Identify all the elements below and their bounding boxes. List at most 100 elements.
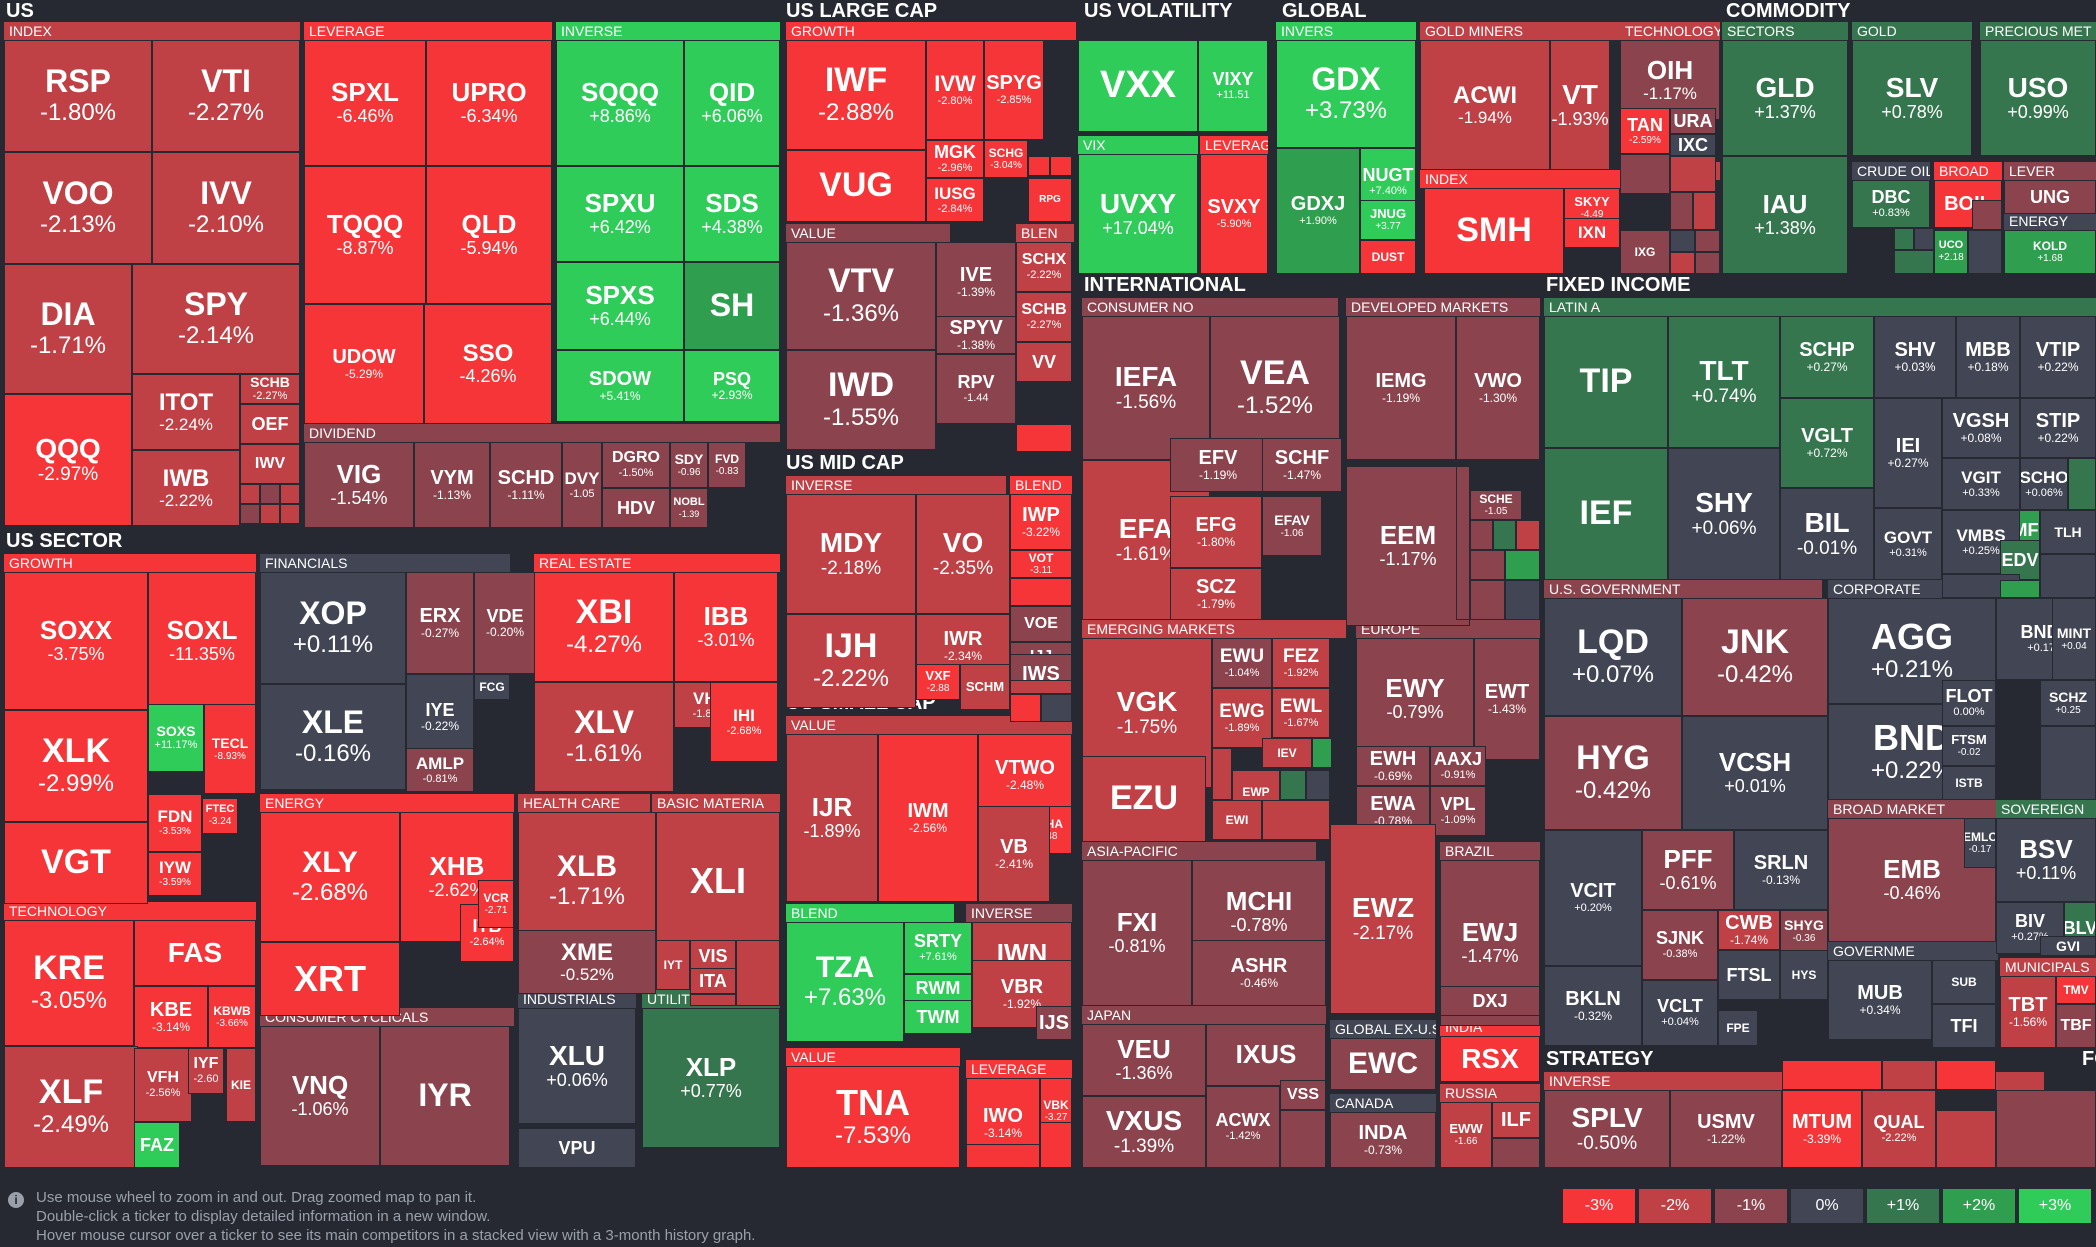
tile-upro[interactable]: UPRO -6.34%: [426, 40, 552, 166]
tile-shv[interactable]: SHV +0.03%: [1874, 316, 1956, 398]
tile-tza[interactable]: TZA +7.63%: [786, 922, 904, 1042]
tile-tecl[interactable]: TECL -8.93%: [204, 704, 256, 794]
tile-ijs[interactable]: IJS: [1036, 1006, 1072, 1040]
tile-iei[interactable]: IEI +0.27%: [1874, 398, 1942, 508]
tile-emlc[interactable]: EMLC -0.17: [1964, 818, 1996, 868]
minor-tile[interactable]: [1670, 252, 1695, 274]
tile-ixg[interactable]: IXG: [1620, 230, 1670, 274]
tile-soxx[interactable]: SOXX -3.75%: [4, 572, 148, 710]
tile-sqqq[interactable]: SQQQ +8.86%: [556, 40, 684, 166]
tile-mub[interactable]: MUB +0.34%: [1828, 960, 1932, 1040]
tile-ftsl[interactable]: FTSL: [1718, 950, 1780, 1000]
tile-spyv[interactable]: SPYV -1.38%: [936, 316, 1016, 354]
tile-agg[interactable]: AGG +0.21%: [1828, 598, 1996, 704]
minor-tile[interactable]: [1505, 580, 1540, 620]
minor-tile[interactable]: [1040, 1122, 1072, 1168]
tile-sdy[interactable]: SDY -0.96: [670, 442, 708, 488]
tile-qual[interactable]: QUAL -2.22%: [1862, 1090, 1936, 1168]
tile-rsp[interactable]: RSP -1.80%: [4, 40, 152, 152]
tile-iwm[interactable]: IWM -2.56%: [878, 734, 978, 902]
minor-tile[interactable]: [2000, 580, 2040, 598]
tile-pff[interactable]: PFF -0.61%: [1642, 830, 1734, 910]
tile-rsx[interactable]: RSX: [1440, 1036, 1540, 1082]
tile-iefa[interactable]: IEFA -1.56%: [1082, 316, 1210, 460]
minor-tile[interactable]: [966, 1144, 1040, 1168]
tile-ijh[interactable]: IJH -2.22%: [786, 614, 916, 708]
tile-ewu[interactable]: EWU -1.04%: [1212, 638, 1272, 688]
tile-schx[interactable]: SCHX -2.22%: [1016, 242, 1072, 292]
tile-iwp[interactable]: IWP -3.22%: [1010, 494, 1072, 550]
tile-schp[interactable]: SCHP +0.27%: [1780, 316, 1874, 398]
minor-tile[interactable]: [1492, 1138, 1540, 1168]
tile-xly[interactable]: XLY -2.68%: [260, 812, 400, 942]
minor-tile[interactable]: [1212, 748, 1232, 800]
tile-vtwo[interactable]: VTWO -2.48%: [978, 734, 1072, 816]
tile-vgit[interactable]: VGIT +0.33%: [1942, 458, 2020, 510]
tile-sjnk[interactable]: SJNK -0.38%: [1642, 910, 1718, 980]
tile-kbe[interactable]: KBE -3.14%: [134, 986, 208, 1048]
minor-tile[interactable]: [1010, 680, 1072, 694]
minor-tile[interactable]: [1670, 230, 1695, 252]
tile-vv[interactable]: VV: [1016, 342, 1072, 382]
minor-tile[interactable]: [1894, 228, 1914, 250]
tile-spy[interactable]: SPY -2.14%: [132, 264, 300, 374]
tile-faz[interactable]: FAZ: [134, 1122, 180, 1168]
tile-itot[interactable]: ITOT -2.24%: [132, 374, 240, 450]
tile-spyg[interactable]: SPYG -2.85%: [984, 40, 1044, 140]
tile-usmv[interactable]: USMV -1.22%: [1670, 1090, 1782, 1168]
minor-tile[interactable]: [1972, 200, 2002, 230]
tile-uvxy[interactable]: UVXY +17.04%: [1078, 154, 1198, 274]
tile-vea[interactable]: VEA -1.52%: [1210, 316, 1340, 460]
tile-iwb[interactable]: IWB -2.22%: [132, 450, 240, 526]
tile-fxi[interactable]: FXI -0.81%: [1082, 860, 1192, 1006]
tile-kold[interactable]: KOLD +1.68: [2004, 230, 2096, 274]
tile-tbt[interactable]: TBT -1.56%: [2000, 976, 2056, 1048]
tile-vo[interactable]: VO -2.35%: [916, 494, 1010, 614]
minor-tile[interactable]: [1470, 520, 1493, 550]
tile-ura[interactable]: URA: [1670, 108, 1716, 134]
tile-mgk[interactable]: MGK -2.96%: [926, 140, 984, 178]
tile-tbf[interactable]: TBF: [2056, 1004, 2096, 1048]
tile-vti[interactable]: VTI -2.27%: [152, 40, 300, 152]
tile-dia[interactable]: DIA -1.71%: [4, 264, 132, 394]
tile-istb[interactable]: ISTB: [1942, 766, 1996, 800]
tile-fdn[interactable]: FDN -3.53%: [148, 794, 202, 852]
minor-tile[interactable]: [1041, 694, 1072, 722]
tile-mdy[interactable]: MDY -2.18%: [786, 494, 916, 614]
tile-inda[interactable]: INDA -0.73%: [1330, 1112, 1436, 1168]
tile-voe[interactable]: VOE: [1010, 606, 1072, 642]
tile-xop[interactable]: XOP +0.11%: [260, 572, 406, 684]
tile-svxy[interactable]: SVXY -5.90%: [1200, 154, 1268, 274]
tile-tna[interactable]: TNA -7.53%: [786, 1066, 960, 1168]
tile-qld[interactable]: QLD -5.94%: [426, 166, 552, 304]
tile-mbb[interactable]: MBB +0.18%: [1956, 316, 2020, 398]
tile-schf[interactable]: SCHF -1.47%: [1262, 438, 1342, 492]
tile-fas[interactable]: FAS: [134, 920, 256, 986]
tile-dgro[interactable]: DGRO -1.50%: [602, 442, 670, 488]
tile-vss[interactable]: VSS: [1280, 1080, 1326, 1110]
minor-tile[interactable]: [260, 484, 280, 504]
minor-tile[interactable]: [1695, 230, 1720, 252]
tile-vde[interactable]: VDE -0.20%: [474, 572, 536, 674]
tile-xlv[interactable]: XLV -1.61%: [534, 682, 674, 792]
tile-schz[interactable]: SCHZ +0.25: [2040, 680, 2096, 726]
tile-ewc[interactable]: EWC: [1330, 1038, 1436, 1090]
tile-sds[interactable]: SDS +4.38%: [684, 166, 780, 262]
tile-tlt[interactable]: TLT +0.74%: [1668, 316, 1780, 448]
tile-schm[interactable]: SCHM: [960, 664, 1010, 710]
tile-vcsh[interactable]: VCSH +0.01%: [1682, 716, 1828, 830]
minor-tile[interactable]: [1470, 580, 1505, 620]
tile-gdx[interactable]: GDX +3.73%: [1276, 40, 1416, 148]
tile-iwv[interactable]: IWV: [240, 444, 300, 484]
tile-ewt[interactable]: EWT -1.43%: [1474, 638, 1540, 760]
tile-vt[interactable]: VT -1.93%: [1550, 40, 1610, 170]
minor-tile[interactable]: [1516, 520, 1540, 550]
minor-tile[interactable]: [240, 484, 260, 504]
minor-tile[interactable]: [1670, 156, 1716, 192]
minor-tile[interactable]: [1936, 1060, 1996, 1090]
tile-oef[interactable]: OEF: [240, 404, 300, 444]
tile-oih[interactable]: OIH -1.17%: [1620, 40, 1720, 120]
tile-govt[interactable]: GOVT +0.31%: [1874, 508, 1942, 580]
minor-tile[interactable]: [2040, 726, 2096, 800]
tile-rpg[interactable]: RPG: [1028, 178, 1072, 222]
